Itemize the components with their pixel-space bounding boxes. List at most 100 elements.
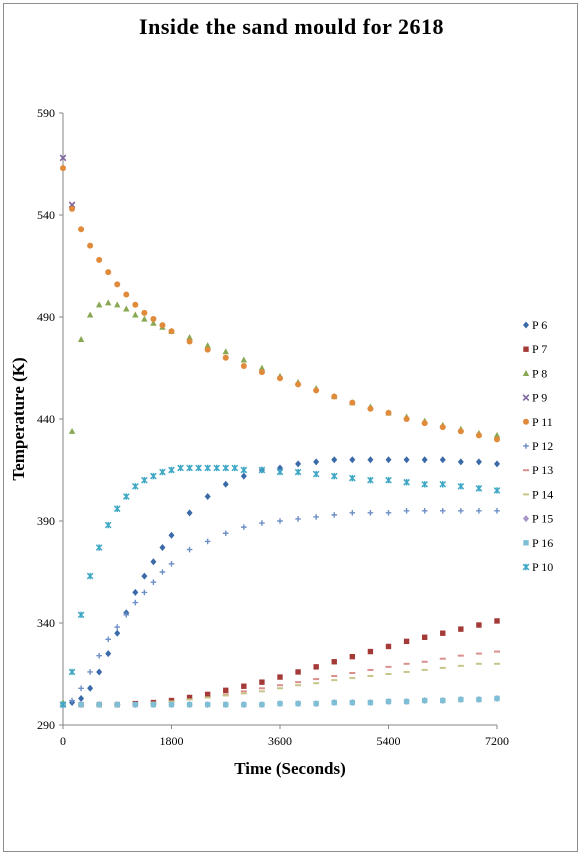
data-point xyxy=(123,291,130,298)
data-point xyxy=(403,698,410,705)
data-point xyxy=(385,409,392,416)
legend-marker xyxy=(523,346,529,352)
data-point xyxy=(295,669,301,675)
data-point xyxy=(294,468,302,476)
data-point xyxy=(150,579,157,585)
data-point xyxy=(168,531,175,539)
data-point xyxy=(195,464,202,472)
data-point xyxy=(87,684,94,692)
data-point xyxy=(349,474,356,482)
data-point xyxy=(258,466,266,474)
data-point xyxy=(494,650,500,653)
data-point xyxy=(476,508,482,514)
legend-label: P 14 xyxy=(532,487,553,501)
data-point xyxy=(96,652,102,659)
data-point xyxy=(403,478,410,486)
data-point xyxy=(105,636,112,643)
data-point xyxy=(168,561,175,567)
data-point xyxy=(457,664,464,667)
data-point xyxy=(69,697,75,704)
x-tick-label: 0 xyxy=(60,734,66,748)
data-point xyxy=(458,626,464,632)
series-p12 xyxy=(60,508,500,708)
data-point xyxy=(223,701,229,708)
data-point xyxy=(494,695,500,702)
data-point xyxy=(132,701,139,708)
x-axis-title: Time (Seconds) xyxy=(234,759,346,778)
data-point xyxy=(476,696,482,703)
data-point xyxy=(86,572,94,580)
data-point xyxy=(439,456,446,464)
data-point xyxy=(276,468,284,476)
data-point xyxy=(69,205,76,212)
data-point xyxy=(204,342,211,349)
data-point xyxy=(421,668,428,671)
data-point xyxy=(104,521,112,529)
data-point xyxy=(141,309,148,316)
data-point xyxy=(403,638,410,645)
x-tick-label: 5400 xyxy=(377,734,401,748)
legend: P 6 P 7 P 8 P 9 P 11 P 12 P 13 P 14 P 15 P 16 P 10 xyxy=(522,318,553,574)
data-point xyxy=(204,696,211,699)
data-point xyxy=(150,472,157,480)
data-point xyxy=(168,466,175,474)
data-point xyxy=(114,624,121,630)
data-point xyxy=(277,687,283,690)
legend-marker xyxy=(522,370,530,376)
data-point xyxy=(78,694,85,702)
data-point xyxy=(105,650,112,658)
data-point xyxy=(105,269,112,276)
data-point xyxy=(331,679,338,682)
data-point xyxy=(223,687,229,694)
data-point xyxy=(87,242,94,249)
data-point xyxy=(114,301,121,308)
data-point xyxy=(421,660,428,663)
legend-marker xyxy=(523,443,529,449)
data-point xyxy=(367,699,374,706)
data-point xyxy=(78,685,84,692)
data-point xyxy=(295,681,302,684)
data-point xyxy=(96,701,102,708)
data-point xyxy=(475,458,482,466)
legend-marker xyxy=(523,469,529,472)
data-point xyxy=(475,432,482,439)
data-point xyxy=(331,393,338,400)
data-point xyxy=(439,508,446,514)
data-point xyxy=(150,701,157,708)
data-point xyxy=(78,701,84,708)
y-tick-label: 390 xyxy=(37,514,55,528)
legend-marker xyxy=(523,515,529,523)
data-point xyxy=(494,508,500,514)
data-point xyxy=(78,226,85,233)
legend-marker xyxy=(522,394,530,401)
data-point xyxy=(475,652,482,655)
data-point xyxy=(313,387,320,394)
data-point xyxy=(458,508,464,514)
data-point xyxy=(68,427,76,434)
data-point xyxy=(258,690,265,693)
data-point xyxy=(258,687,265,690)
data-point xyxy=(349,510,356,516)
data-point xyxy=(186,509,193,517)
data-point xyxy=(204,493,211,501)
data-point xyxy=(403,456,410,464)
data-point xyxy=(313,458,320,466)
data-point xyxy=(367,456,374,464)
data-point xyxy=(258,364,266,371)
data-point xyxy=(186,546,193,553)
data-point xyxy=(87,669,93,675)
data-point xyxy=(494,436,500,443)
data-point xyxy=(168,328,175,335)
data-point xyxy=(367,510,374,516)
data-point xyxy=(159,468,166,476)
data-point xyxy=(439,424,446,431)
data-point xyxy=(259,679,265,685)
data-point xyxy=(259,520,265,526)
data-point xyxy=(95,544,103,551)
data-point xyxy=(475,485,483,492)
x-tick-label: 3600 xyxy=(268,734,292,748)
legend-label: P 7 xyxy=(532,342,547,356)
series-p16 xyxy=(60,695,500,708)
data-point xyxy=(493,431,501,438)
data-point xyxy=(421,420,428,427)
